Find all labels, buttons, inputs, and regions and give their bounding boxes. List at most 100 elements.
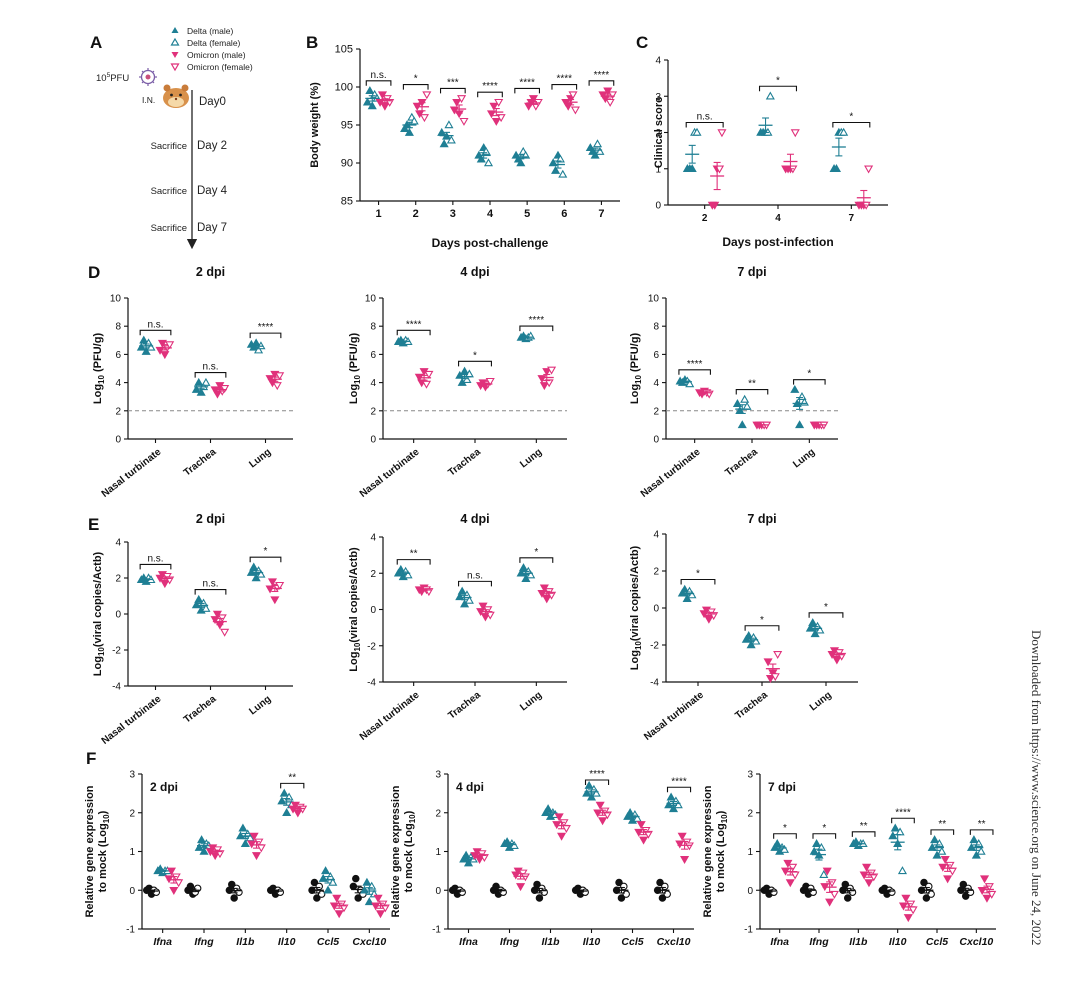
data-point-delta [812, 839, 822, 847]
y-axis-label: Body weight (%) [309, 82, 321, 168]
panel-b-letter: B [306, 33, 318, 52]
y-tick-label: 8 [653, 322, 659, 333]
data-point-delta [930, 835, 940, 844]
data-point-mock [848, 888, 857, 896]
data-point-mock [927, 890, 935, 898]
data-point-delta [462, 375, 472, 384]
significance-bracket [514, 87, 541, 94]
significance-label: * [760, 615, 764, 626]
data-point-omicron [829, 890, 839, 899]
y-tick-label: 100 [335, 82, 353, 94]
data-point-delta [328, 877, 338, 886]
data-point-omicron [457, 95, 467, 104]
y-tick-label: -2 [112, 646, 121, 657]
significance-bracket [249, 332, 282, 339]
significance-bracket [584, 779, 610, 785]
data-point-omicron [595, 801, 605, 810]
y-tick-label: 85 [341, 196, 353, 208]
significance-bracket [402, 84, 429, 90]
data-point-omicron [265, 585, 275, 594]
data-point-delta [592, 139, 603, 148]
data-point-omicron [788, 863, 798, 872]
legend-delta-male-label: Delta (male) [187, 26, 233, 36]
y-tick-label: 1 [435, 847, 441, 858]
data-point-delta [687, 590, 697, 599]
y-tick-label: 10 [648, 294, 660, 305]
data-point-omicron [864, 879, 874, 888]
y-tick-label: 3 [747, 770, 753, 781]
data-point-delta [595, 146, 605, 155]
data-point-omicron [783, 859, 793, 868]
data-point-omicron [270, 596, 280, 605]
y-tick-label: 0 [115, 610, 121, 621]
data-point-omicron [605, 98, 615, 107]
significance-label: *** [447, 77, 459, 88]
data-point-delta [839, 127, 849, 136]
data-point-delta [591, 788, 601, 797]
data-point-delta [141, 346, 151, 355]
significance-bracket [458, 580, 492, 587]
significance-label: **** [529, 315, 545, 326]
x-tick-label: 7 [598, 208, 604, 220]
data-point-delta [136, 342, 146, 351]
data-point-delta [692, 127, 702, 136]
data-point-omicron [160, 580, 170, 589]
data-point-delta [737, 420, 747, 429]
data-point-delta [444, 120, 454, 129]
x-tick-label: Il1b [236, 936, 255, 948]
data-point-delta [765, 91, 775, 100]
y-tick-label: -2 [367, 641, 376, 652]
x-tick-label: Il1b [849, 936, 868, 948]
data-point-omicron [568, 91, 578, 100]
data-point-omicron [267, 578, 277, 587]
data-point-omicron [675, 840, 685, 849]
data-point-delta [831, 164, 842, 172]
significance-label: * [824, 602, 828, 613]
data-point-mock [658, 894, 667, 902]
data-point-delta [240, 839, 250, 847]
y-tick-label: -1 [126, 925, 135, 936]
data-point-omicron [380, 102, 390, 111]
y-axis-label: Relative gene expressionto mock (Log10) [390, 785, 417, 917]
data-point-mock [228, 880, 236, 889]
y-tick-label: 1 [655, 164, 661, 175]
data-point-mock [235, 888, 243, 896]
inoculation-route: I.N. [142, 95, 155, 105]
legend-delta-female-label: Delta (female) [187, 38, 241, 48]
data-point-omicron [598, 817, 608, 826]
data-point-omicron [275, 372, 285, 381]
data-point-omicron [559, 819, 569, 828]
data-point-omicron [554, 813, 564, 822]
y-tick-label: 3 [129, 770, 135, 781]
data-point-omicron [254, 838, 264, 847]
data-point-mock [186, 882, 195, 891]
data-point-omicron [864, 165, 874, 174]
legend-omicron-male-label: Omicron (male) [187, 50, 246, 60]
data-point-delta [249, 562, 259, 571]
significance-bracket [477, 91, 503, 98]
data-point-delta [808, 618, 818, 627]
significance-label: **** [594, 70, 610, 81]
x-tick-label: 4 [487, 208, 494, 220]
y-tick-label: 0 [129, 886, 135, 897]
x-tick-label: Nasal turbinate [358, 689, 422, 742]
chart-d-2dpi: 0 2 4 6 8 10 Nasal turbinate Trachea Lung n.s. n.s… [92, 265, 293, 500]
y-axis-label: Relative gene expressionto mock (Log10) [702, 785, 729, 917]
data-point-delta [558, 169, 568, 178]
data-point-omicron [424, 370, 434, 379]
data-point-omicron [684, 842, 694, 851]
x-tick-label: 1 [376, 208, 382, 220]
data-point-omicron [940, 856, 950, 864]
data-point-delta [463, 858, 474, 867]
timeline-day-4: Day 4 [197, 185, 228, 197]
x-tick-label: Trachea [446, 689, 483, 721]
data-point-omicron [332, 894, 342, 903]
y-tick-label: 4 [370, 378, 376, 389]
data-point-delta [666, 792, 676, 801]
significance-label: ** [748, 379, 756, 390]
data-point-mock [920, 878, 928, 887]
data-point-omicron [160, 351, 170, 360]
